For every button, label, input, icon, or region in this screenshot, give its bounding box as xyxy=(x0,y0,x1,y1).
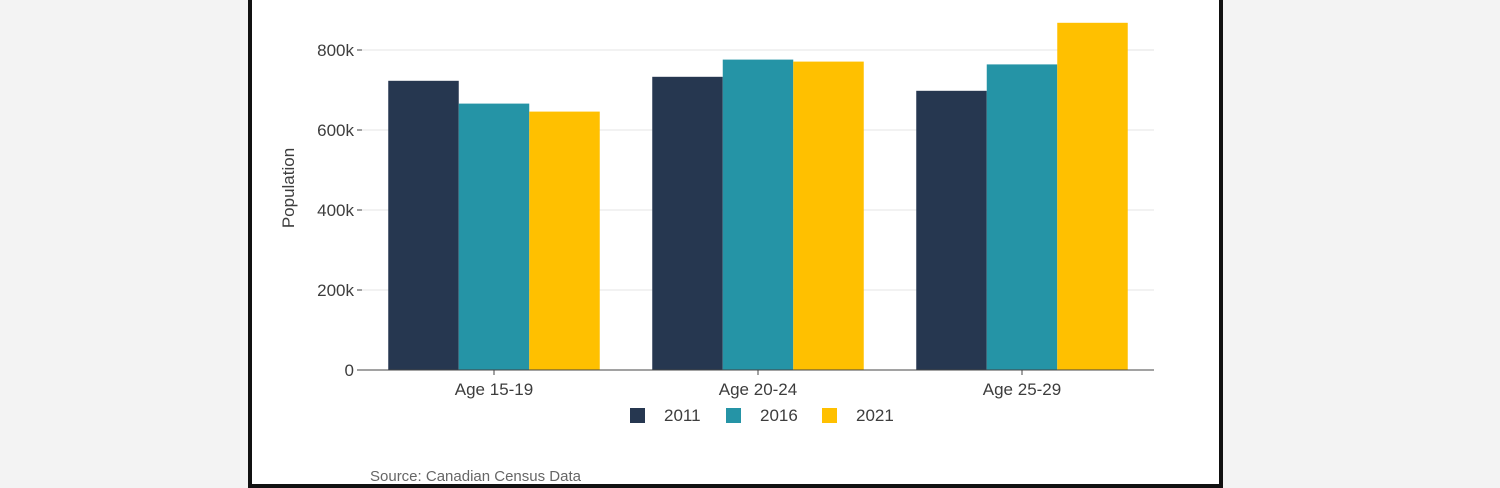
legend-label-2016: 2016 xyxy=(760,406,798,425)
y-tick-label: 200k xyxy=(317,281,354,300)
x-axis-ticks: Age 15-19 Age 20-24 Age 25-29 xyxy=(455,370,1061,399)
legend-label-2011: 2011 xyxy=(664,406,701,425)
bar-2011-age-20-24 xyxy=(652,76,723,371)
y-tick-label: 800k xyxy=(317,41,354,60)
bar-2021-age-15-19 xyxy=(529,111,600,370)
bars xyxy=(388,22,1128,371)
legend-swatch-2011 xyxy=(630,408,645,423)
legend: 2011 2016 2021 xyxy=(630,406,894,425)
chart-card: 0 200k 400k 600k 800k Age 15-19 Age 20-24 Age … xyxy=(248,0,1223,488)
x-tick-label: Age 25-29 xyxy=(983,380,1061,399)
y-tick-label: 0 xyxy=(345,361,354,380)
bar-2016-age-25-29 xyxy=(986,64,1058,371)
y-axis-title: Population xyxy=(279,148,298,228)
bar-2021-age-20-24 xyxy=(793,61,864,370)
bar-2016-age-20-24 xyxy=(722,59,794,370)
bar-2021-age-25-29 xyxy=(1057,22,1128,371)
bar-2016-age-15-19 xyxy=(458,103,530,370)
y-tick-label: 600k xyxy=(317,121,354,140)
bar-2011-age-15-19 xyxy=(388,80,459,371)
bar-2011-age-25-29 xyxy=(916,90,987,371)
x-tick-label: Age 15-19 xyxy=(455,380,533,399)
source-note: Source: Canadian Census Data xyxy=(370,468,581,485)
legend-swatch-2016 xyxy=(726,408,741,423)
y-axis-ticks: 0 200k 400k 600k 800k xyxy=(317,41,362,380)
y-tick-label: 400k xyxy=(317,201,354,220)
legend-label-2021: 2021 xyxy=(856,406,894,425)
legend-swatch-2021 xyxy=(822,408,837,423)
x-tick-label: Age 20-24 xyxy=(719,380,797,399)
